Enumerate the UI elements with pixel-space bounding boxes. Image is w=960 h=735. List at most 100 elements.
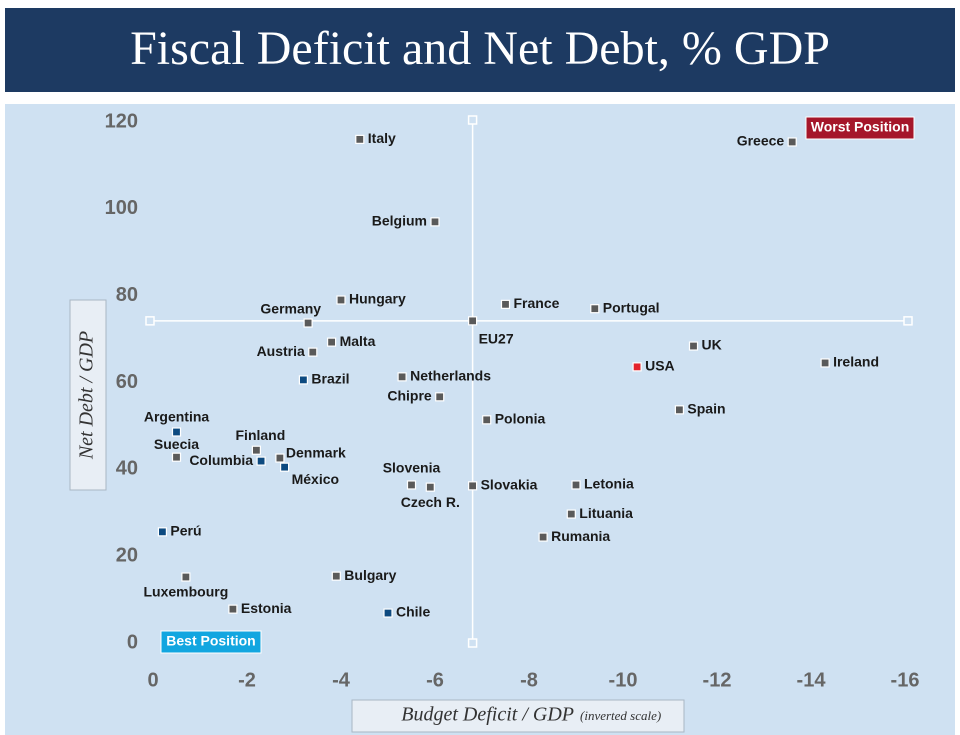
x-tick-label: -12 [703,669,732,691]
point [171,427,182,437]
title-banner [5,8,955,92]
point-label: México [292,471,339,487]
point [251,445,261,455]
chart-title: Fiscal Deficit and Net Debt, % GDP [130,22,830,75]
point [171,452,182,462]
y-tick-label: 40 [116,458,138,480]
point [308,347,318,357]
y-tick-label: 20 [116,544,138,566]
point [256,456,266,466]
point [538,532,548,542]
y-axis-label: Net Debt / GDP [76,331,98,460]
point [331,571,341,581]
point [820,358,830,368]
point-label: Brazil [311,371,349,387]
point-label: USA [645,358,675,374]
point-label: Germany [260,301,321,317]
point-label: Belgium [372,213,427,229]
y-tick-label: 120 [105,110,138,132]
point [397,372,407,382]
point-label: Hungary [349,291,406,307]
y-tick-label: 60 [116,371,138,393]
point-label: Letonia [584,476,634,492]
point-label: Columbia [189,452,253,468]
reference-line-end [903,316,913,326]
y-axis-label-box: Net Debt / GDP [69,299,107,491]
point [181,572,191,582]
annotation: Worst Position [811,119,910,135]
point [228,604,238,614]
point [468,316,478,326]
point [275,453,285,463]
point-label: Portugal [603,299,660,315]
point [632,362,642,372]
point [787,137,797,147]
y-tick-label: 100 [105,197,138,219]
plot-area [5,104,955,735]
point-label: Italy [368,130,396,146]
point [468,481,478,491]
x-tick-label: -6 [426,669,444,691]
point-label: Estonia [241,600,292,616]
point [157,527,167,537]
point-label: UK [702,337,722,353]
point-label: Ireland [833,354,879,370]
point-label: Malta [340,333,376,349]
point [298,375,308,385]
x-tick-label: -2 [238,669,256,691]
point-label: Chile [396,604,430,620]
point [571,480,581,490]
point [566,509,576,519]
point-label: Denmark [286,445,346,461]
y-tick-label: 0 [127,631,138,653]
point-label: Greece [737,133,785,149]
x-tick-label: -4 [332,669,351,691]
annotation-box [160,630,262,654]
point [355,134,365,144]
x-tick-label: -14 [797,669,827,691]
point-label: Argentina [144,409,210,425]
point [425,482,435,492]
point-label: Rumania [551,528,610,544]
point-label: Netherlands [410,368,491,384]
point [406,480,417,490]
point-label: EU27 [479,331,514,347]
point [688,341,699,351]
point-label: Spain [687,401,725,417]
reference-line-end [145,316,155,326]
point-label: Austria [257,343,305,359]
x-axis-label-frame [351,699,685,733]
annotation: Best Position [166,633,255,649]
y-axis-label-frame [69,299,107,491]
point [674,405,685,415]
point-label: Suecia [154,436,199,452]
point [327,337,337,347]
point-label: Bulgary [344,567,396,583]
point-label: Perú [170,523,201,539]
point [430,217,440,227]
point-label: Luxembourg [144,584,229,600]
annotation-box [805,116,915,140]
point-label: Chipre [387,388,432,404]
point-label: Slovakia [481,477,538,493]
y-tick-label: 80 [116,284,138,306]
point-label: Polonia [495,411,546,427]
x-axis-label-note: (inverted scale) [580,708,661,723]
point [383,608,393,618]
point [435,392,445,402]
x-tick-label: -8 [520,669,538,691]
reference-line-end [467,638,478,648]
x-tick-label: -10 [609,669,638,691]
point [482,415,492,425]
point-label: Finland [236,427,286,443]
point [303,318,313,328]
point [336,295,346,305]
reference-line-end [467,115,478,125]
point [280,462,290,472]
point-label: Slovenia [383,460,441,476]
point-label: France [514,295,560,311]
point-label: Czech R. [401,494,460,510]
point-label: Lituania [579,505,633,521]
point [590,304,600,314]
